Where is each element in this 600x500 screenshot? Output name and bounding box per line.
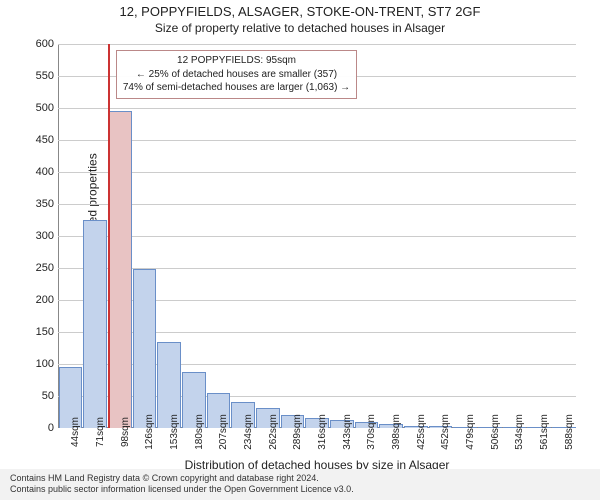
bar — [133, 269, 157, 428]
title-sub: Size of property relative to detached ho… — [0, 21, 600, 35]
title-main: 12, POPPYFIELDS, ALSAGER, STOKE-ON-TRENT… — [0, 4, 600, 19]
footer: Contains HM Land Registry data © Crown c… — [0, 469, 600, 500]
annotation-line2: ← 25% of detached houses are smaller (35… — [123, 68, 350, 82]
xtick-label: 207sqm — [218, 414, 229, 450]
xtick-label: 425sqm — [416, 414, 427, 450]
ytick-label: 100 — [36, 358, 58, 370]
footer-line1: Contains HM Land Registry data © Crown c… — [10, 473, 590, 485]
ytick-label: 500 — [36, 102, 58, 114]
ytick-label: 400 — [36, 166, 58, 178]
xtick-label: 370sqm — [366, 414, 377, 450]
xtick-label: 98sqm — [120, 417, 131, 447]
ytick-label: 50 — [42, 390, 58, 402]
xtick-label: 262sqm — [268, 414, 279, 450]
xtick-label: 588sqm — [564, 414, 575, 450]
title-block: 12, POPPYFIELDS, ALSAGER, STOKE-ON-TRENT… — [0, 0, 600, 35]
xtick-label: 452sqm — [440, 414, 451, 450]
xtick-label: 506sqm — [490, 414, 501, 450]
bars-row — [58, 44, 576, 428]
plot-area: 05010015020025030035040045050055060044sq… — [58, 44, 576, 428]
ytick-label: 600 — [36, 38, 58, 50]
xtick-label: 71sqm — [95, 417, 106, 447]
ytick-label: 350 — [36, 198, 58, 210]
annotation-line1: 12 POPPYFIELDS: 95sqm — [123, 54, 350, 68]
ytick-label: 450 — [36, 134, 58, 146]
xtick-label: 398sqm — [391, 414, 402, 450]
ytick-label: 300 — [36, 230, 58, 242]
xtick-label: 479sqm — [465, 414, 476, 450]
xtick-label: 561sqm — [539, 414, 550, 450]
xtick-label: 316sqm — [317, 414, 328, 450]
bar — [108, 111, 132, 428]
ytick-label: 550 — [36, 70, 58, 82]
ytick-label: 0 — [48, 422, 58, 434]
ytick-label: 250 — [36, 262, 58, 274]
annotation-line3: 74% of semi-detached houses are larger (… — [123, 81, 350, 95]
annotation-box: 12 POPPYFIELDS: 95sqm← 25% of detached h… — [116, 50, 357, 99]
ytick-label: 200 — [36, 294, 58, 306]
xtick-label: 343sqm — [342, 414, 353, 450]
xtick-label: 289sqm — [292, 414, 303, 450]
xtick-label: 153sqm — [169, 414, 180, 450]
chart-area: Number of detached properties 0501001502… — [58, 44, 576, 428]
footer-line2: Contains public sector information licen… — [10, 484, 590, 496]
xtick-label: 180sqm — [194, 414, 205, 450]
xtick-label: 44sqm — [70, 417, 81, 447]
xtick-label: 534sqm — [514, 414, 525, 450]
xtick-label: 126sqm — [144, 414, 155, 450]
xtick-label: 234sqm — [243, 414, 254, 450]
ytick-label: 150 — [36, 326, 58, 338]
bar — [83, 220, 107, 428]
marker-line — [108, 44, 110, 428]
